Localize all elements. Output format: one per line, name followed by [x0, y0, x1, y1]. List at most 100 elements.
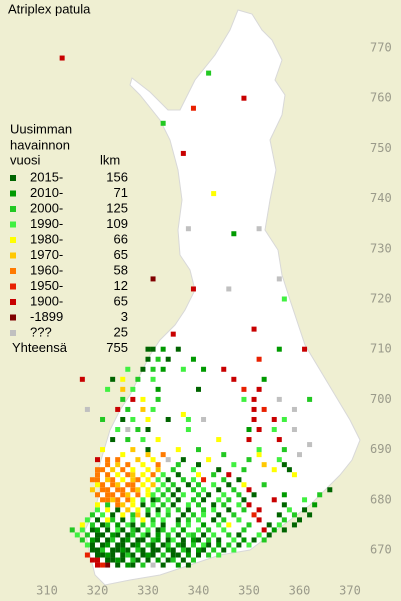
observation-square: [251, 396, 257, 402]
observation-square: [95, 532, 100, 538]
observation-square: [231, 512, 237, 518]
observation-square: [201, 416, 207, 422]
legend-total-label: Yhteensä: [12, 340, 68, 355]
observation-square: [120, 502, 126, 508]
observation-square: [125, 562, 131, 568]
observation-square: [196, 462, 201, 468]
observation-square: [241, 95, 247, 101]
observation-square: [170, 467, 176, 473]
y-axis-label: 730: [370, 241, 392, 255]
observation-square: [196, 447, 201, 453]
observation-square: [226, 497, 232, 503]
observation-square: [150, 517, 156, 523]
legend-label: 1960-: [30, 262, 63, 277]
observation-square: [84, 532, 90, 538]
observation-square: [100, 416, 106, 422]
observation-square: [246, 437, 252, 443]
observation-square: [145, 452, 151, 458]
observation-square: [211, 532, 217, 538]
observation-square: [216, 467, 222, 473]
observation-square: [160, 517, 166, 523]
observation-square: [110, 557, 116, 563]
observation-square: [79, 537, 85, 543]
observation-square: [291, 427, 297, 433]
observation-square: [165, 557, 171, 563]
observation-square: [89, 557, 95, 563]
observation-square: [155, 477, 161, 483]
observation-square: [271, 527, 277, 533]
observation-square: [120, 512, 126, 518]
observation-square: [281, 517, 287, 523]
observation-square: [190, 537, 196, 543]
observation-square: [69, 527, 75, 533]
observation-square: [190, 512, 196, 518]
observation-square: [180, 477, 186, 483]
observation-square: [150, 537, 156, 543]
observation-square: [216, 522, 222, 528]
observation-square: [281, 447, 287, 453]
observation-square: [160, 472, 166, 478]
legend-count: 12: [114, 278, 128, 293]
observation-square: [120, 386, 126, 392]
observation-square: [196, 517, 201, 523]
observation-square: [261, 406, 267, 412]
observation-square: [100, 467, 106, 473]
observation-square: [120, 416, 126, 422]
observation-square: [130, 487, 136, 493]
observation-square: [135, 507, 141, 513]
observation-square: [120, 542, 126, 548]
observation-square: [221, 492, 227, 498]
observation-square: [266, 522, 272, 528]
observation-square: [180, 492, 186, 498]
legend-count: 156: [106, 169, 128, 184]
observation-square: [120, 467, 126, 473]
observation-square: [175, 522, 181, 528]
legend-label: 1990-: [30, 216, 63, 231]
observation-square: [130, 557, 136, 563]
x-axis-label: 320: [87, 584, 109, 598]
observation-square: [307, 396, 313, 402]
observation-square: [74, 532, 80, 538]
observation-square: [175, 517, 181, 523]
observation-square: [130, 512, 136, 518]
observation-square: [140, 532, 146, 538]
observation-square: [226, 286, 232, 292]
legend-swatch: [10, 283, 16, 290]
observation-square: [201, 366, 207, 372]
observation-square: [110, 517, 116, 523]
observation-square: [180, 411, 186, 417]
observation-square: [105, 557, 111, 563]
observation-square: [180, 527, 186, 533]
observation-square: [145, 477, 151, 483]
observation-square: [160, 542, 166, 548]
observation-square: [291, 472, 297, 478]
observation-square: [140, 437, 146, 443]
observation-square: [100, 547, 106, 553]
observation-square: [120, 557, 126, 563]
observation-square: [221, 452, 227, 458]
observation-square: [110, 497, 116, 503]
observation-square: [231, 376, 237, 382]
observation-square: [140, 497, 146, 503]
observation-square: [246, 427, 252, 433]
observation-square: [100, 552, 106, 558]
observation-square: [150, 406, 156, 412]
observation-square: [105, 457, 111, 463]
observation-square: [59, 55, 65, 61]
observation-square: [216, 437, 222, 443]
observation-square: [150, 542, 156, 548]
observation-square: [201, 487, 207, 493]
observation-square: [211, 472, 217, 478]
observation-square: [175, 497, 181, 503]
observation-square: [150, 482, 156, 488]
observation-square: [105, 562, 111, 568]
observation-square: [84, 517, 90, 523]
observation-square: [140, 537, 146, 543]
observation-square: [170, 502, 176, 508]
observation-square: [130, 527, 136, 533]
observation-square: [120, 452, 126, 458]
finland-outline: [84, 9, 361, 586]
observation-square: [100, 562, 106, 568]
observation-square: [170, 482, 176, 488]
